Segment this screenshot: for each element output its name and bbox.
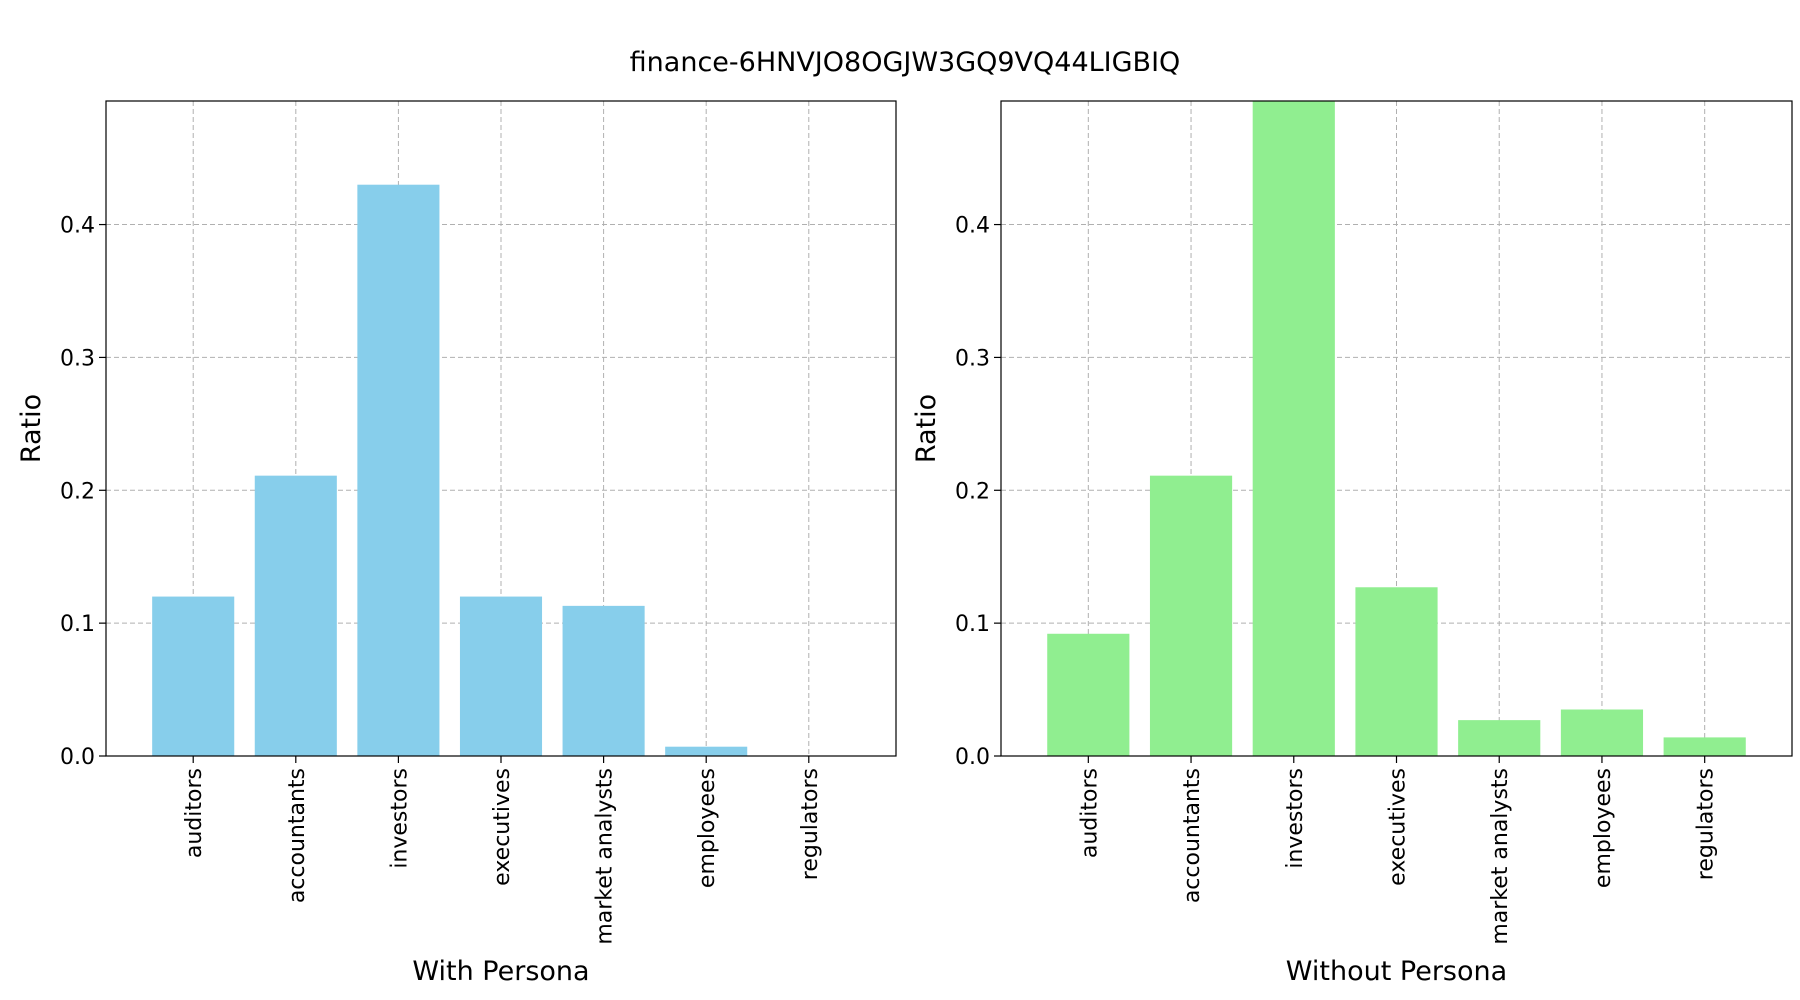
y-tick-label: 0.4 <box>60 214 95 239</box>
bar-market-analysts <box>1458 720 1541 756</box>
figure-title: finance-6HNVJO8OGJW3GQ9VQ44LIGBIQ <box>630 47 1181 78</box>
x-tick-label: employees <box>695 768 720 888</box>
y-axis-label: Ratio <box>911 394 942 463</box>
bar-executives <box>1355 587 1438 756</box>
x-tick-label: market analysts <box>593 768 618 945</box>
x-tick-label: regulators <box>798 768 823 880</box>
x-tick-label: employees <box>1591 768 1616 888</box>
y-tick-label: 0.0 <box>955 745 990 770</box>
y-tick-label: 0.3 <box>60 346 95 371</box>
y-tick-label: 0.1 <box>60 612 95 637</box>
panel-without-persona: 0.0 0.1 0.2 0.3 0.4 auditors accountants invest… <box>911 100 1793 987</box>
bar-investors <box>357 184 440 756</box>
x-tick-label: executives <box>1386 768 1411 886</box>
bar-regulators <box>1663 737 1746 756</box>
bar-employees <box>1560 709 1644 756</box>
x-tick-label: accountants <box>1180 768 1205 903</box>
x-axis-label: With Persona <box>412 956 589 987</box>
bar-executives <box>459 596 543 756</box>
y-tick-label: 0.1 <box>955 612 990 637</box>
bar-accountants <box>1149 475 1233 756</box>
panel-with-persona: 0.0 0.1 0.2 0.3 0.4 auditors accountants invest… <box>16 100 897 987</box>
y-axis-label: Ratio <box>16 394 47 463</box>
x-tick-label: investors <box>387 768 412 869</box>
y-tick-label: 0.3 <box>955 346 990 371</box>
x-tick-label: executives <box>490 768 515 886</box>
x-tick-label: auditors <box>1077 768 1102 858</box>
bar-auditors <box>152 596 235 756</box>
x-tick-label: accountants <box>285 768 310 903</box>
y-tick-label: 0.2 <box>955 479 990 504</box>
bar-investors <box>1252 101 1335 756</box>
y-tick-label: 0.4 <box>955 214 990 239</box>
x-tick-label: investors <box>1283 768 1308 869</box>
x-tick-label: market analysts <box>1488 768 1513 945</box>
x-tick-label: auditors <box>182 768 207 858</box>
y-tick-label: 0.2 <box>60 479 95 504</box>
bar-employees <box>665 746 748 756</box>
y-tick-label: 0.0 <box>60 745 95 770</box>
bar-market-analysts <box>562 605 645 756</box>
bar-accountants <box>254 475 337 756</box>
x-tick-label: regulators <box>1694 768 1719 880</box>
bar-auditors <box>1047 633 1130 756</box>
x-axis-label: Without Persona <box>1286 956 1507 987</box>
